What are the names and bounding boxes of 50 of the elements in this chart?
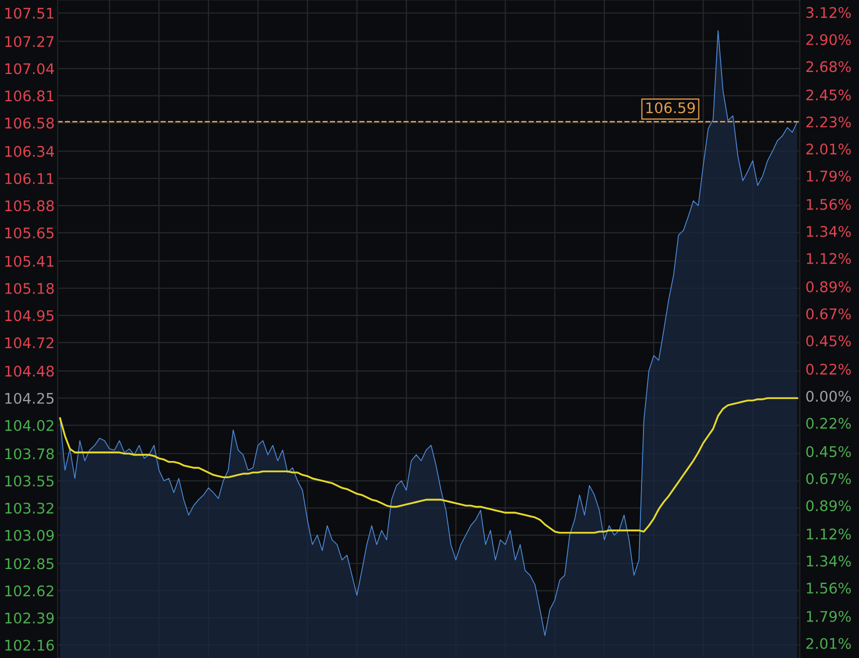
y-tick-label: 105.65	[5, 227, 54, 238]
y-tick-label: 102.39	[5, 612, 54, 624]
y-tick-label: 104.48	[5, 366, 54, 377]
y-tick-label: 105.88	[5, 200, 54, 212]
y2-tick-label: 0.89%	[806, 500, 851, 512]
y-tick-label: 104.72	[5, 337, 54, 348]
y2-tick-label: 1.12%	[806, 528, 851, 540]
y-tick-label: 107.27	[5, 36, 54, 48]
y2-tick-label: 2.68%	[806, 61, 851, 72]
y2-tick-label: 0.67%	[806, 473, 851, 484]
ref-line-label: 106.59	[646, 102, 695, 114]
y-tick-label: 106.11	[5, 173, 54, 184]
y-tick-label: 105.41	[5, 256, 54, 267]
y2-tick-label: 3.12%	[806, 7, 851, 18]
y-tick-label: 102.85	[5, 558, 54, 570]
y2-tick-label: 0.22%	[806, 418, 851, 429]
y-tick-label: 103.78	[5, 448, 54, 460]
y2-tick-label: 0.89%	[806, 281, 851, 292]
y2-tick-label: 0.45%	[806, 446, 851, 458]
y-tick-label: 106.34	[5, 146, 54, 157]
line-series	[59, 397, 798, 534]
y2-tick-label: 2.45%	[806, 89, 851, 100]
y-tick-label: 104.95	[5, 310, 54, 322]
y2-tick-label: 0.00%	[806, 390, 851, 402]
y2-tick-label: 0.67%	[806, 308, 851, 320]
y2-tick-label: 1.79%	[806, 610, 851, 622]
y2-tick-label: 0.45%	[806, 335, 851, 346]
y-tick-label: 107.04	[5, 63, 54, 74]
y-tick-label: 102.62	[5, 585, 54, 596]
y2-tick-label: 1.79%	[806, 170, 851, 182]
y2-tick-label: 2.01%	[806, 638, 851, 649]
y2-tick-label: 1.34%	[806, 226, 851, 237]
y-tick-label: 102.16	[5, 640, 54, 651]
y-tick-label: 103.09	[5, 530, 54, 541]
y2-tick-label: 1.56%	[806, 582, 851, 594]
y2-tick-label: 1.34%	[806, 556, 851, 567]
y-tick-label: 103.32	[5, 502, 54, 514]
y-tick-label: 107.51	[5, 8, 54, 19]
y2-tick-label: 2.01%	[806, 144, 851, 155]
y-tick-label: 106.81	[5, 90, 54, 102]
y-tick-label: 104.02	[5, 420, 54, 432]
y-tick-label: 105.18	[5, 282, 54, 294]
y2-tick-label: 1.12%	[806, 252, 851, 264]
y-tick-label: 103.55	[5, 476, 54, 487]
y-tick-label: 106.58	[5, 118, 54, 129]
y2-tick-label: 2.23%	[806, 116, 851, 128]
y2-tick-label: 2.90%	[806, 34, 851, 46]
y-tick-label: 104.25	[5, 392, 54, 404]
y2-tick-label: 0.22%	[806, 364, 851, 375]
y2-tick-label: 1.56%	[806, 198, 851, 210]
